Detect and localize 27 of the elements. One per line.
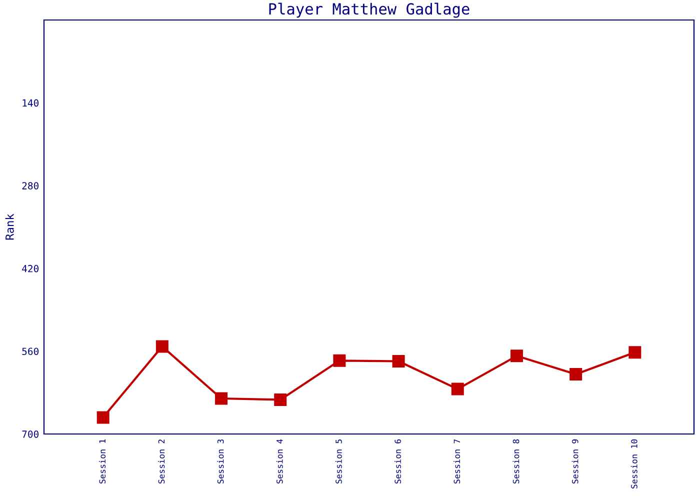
point	[215, 392, 228, 405]
point	[570, 368, 582, 381]
x-tick-label: Session 10	[630, 439, 638, 488]
point	[274, 393, 287, 406]
x-tick-label: Session 7	[454, 439, 460, 484]
x-tick-label: Session 4	[276, 439, 283, 484]
x-tick-label: Session 8	[512, 439, 520, 484]
point	[510, 350, 523, 362]
x-tick-label: Session 2	[158, 440, 165, 484]
point	[156, 340, 168, 353]
x-tick-label: Session 6	[394, 439, 401, 484]
y-tick-label: 700	[22, 430, 39, 438]
point	[333, 354, 346, 367]
x-tick-label: Session 9	[572, 439, 578, 484]
point	[392, 355, 405, 368]
y-tick-label: 280	[22, 182, 39, 190]
x-tick-label: Session 3	[217, 439, 224, 484]
point	[451, 382, 464, 396]
y-tick-label: 420	[22, 264, 39, 272]
x-tick-label: Session 1	[99, 439, 106, 484]
y-axis-title: Rank	[5, 214, 14, 240]
point	[96, 411, 110, 424]
point	[628, 346, 642, 359]
x-tick-label: Session 5	[335, 440, 342, 484]
y-tick-label: 560	[22, 348, 39, 356]
chart-title: Player Matthew Gadlage	[269, 2, 470, 18]
y-tick-label: 140	[22, 99, 39, 107]
